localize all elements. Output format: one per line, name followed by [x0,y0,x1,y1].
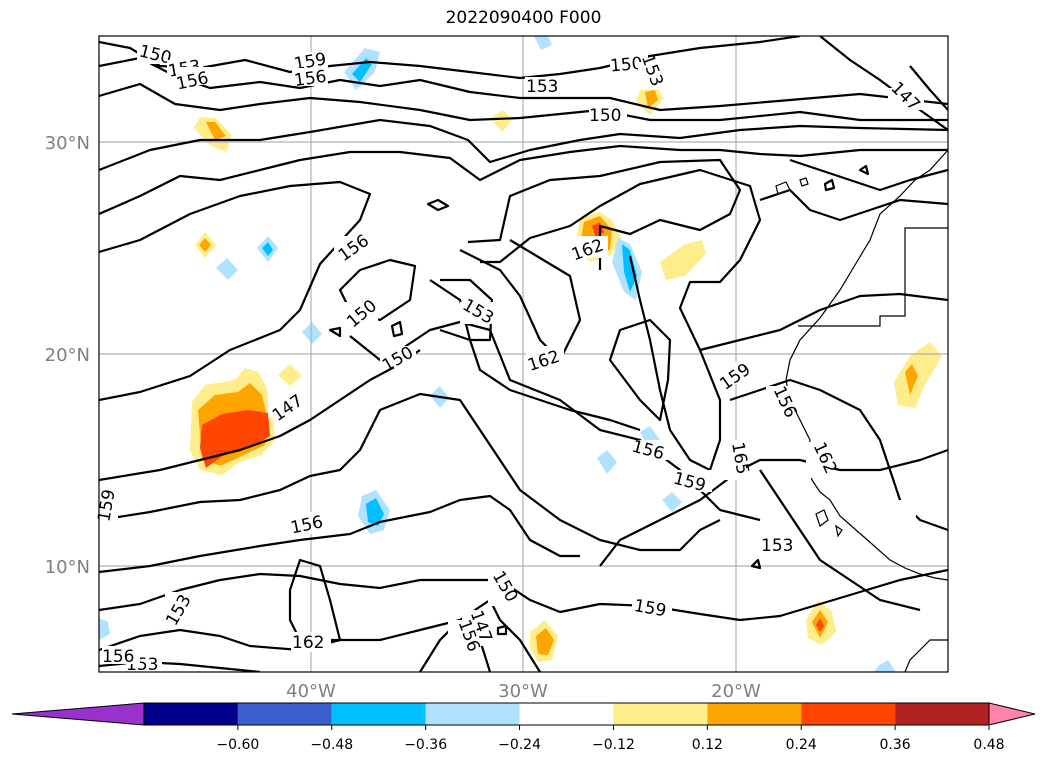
colorbar-swatch [237,703,332,725]
colorbar-tick-label: −0.48 [310,737,353,753]
lon-label-40w: 40°W [286,681,336,702]
colorbar-tick-label: 0.36 [880,737,911,753]
lon-label-20w: 20°W [711,681,761,702]
contour-label: 156 [293,67,328,91]
contour-label: 153 [526,77,558,97]
contour-label: 162 [292,633,324,653]
longitude-labels: 40°W 30°W 20°W [286,681,761,702]
contour-label: 153 [761,536,793,556]
colorbar-tick-label: 0.24 [786,737,817,753]
colorbar-tick-label: 0.48 [973,737,1004,753]
colorbar-extend-low [11,702,145,726]
map-plot-area [99,36,948,672]
map-title: 2022090400 F000 [445,8,602,28]
contour-label: 150 [589,106,621,126]
warm-anomaly-west-core-red [200,410,270,468]
colorbar-tick-label: −0.36 [404,737,447,753]
contour-label: 150 [609,54,643,77]
gridlines [99,36,948,672]
colorbar: −0.60 −0.48 −0.36 −0.24 −0.12 0.12 0.24 0.36 0.4… [11,702,1036,753]
colorbar-swatch [519,703,614,725]
height-contours [99,36,948,672]
colorbar-swatch [331,703,426,725]
colorbar-swatch [801,703,896,725]
colorbar-tick-label: −0.12 [592,737,635,753]
colorbar-extend-high [988,702,1036,726]
colorbar-swatch [613,703,708,725]
colorbar-tick-label: −0.24 [498,737,541,753]
lat-label-30n: 30°N [45,133,90,154]
lat-label-20n: 20°N [45,345,90,366]
colorbar-tick-label: 0.12 [692,737,723,753]
colorbar-swatch [144,703,238,725]
colorbar-frame [143,702,990,726]
contour-label: 156 [102,647,134,667]
colorbar-swatch [425,703,520,725]
lon-label-30w: 30°W [498,681,548,702]
colorbar-swatch [895,703,989,725]
latitude-labels: 30°N 20°N 10°N [45,133,90,578]
coastlines [775,149,948,672]
lat-label-10n: 10°N [45,557,90,578]
colorbar-swatch [707,703,802,725]
colorbar-tick-label: −0.60 [216,737,259,753]
plot-frame [98,35,949,673]
